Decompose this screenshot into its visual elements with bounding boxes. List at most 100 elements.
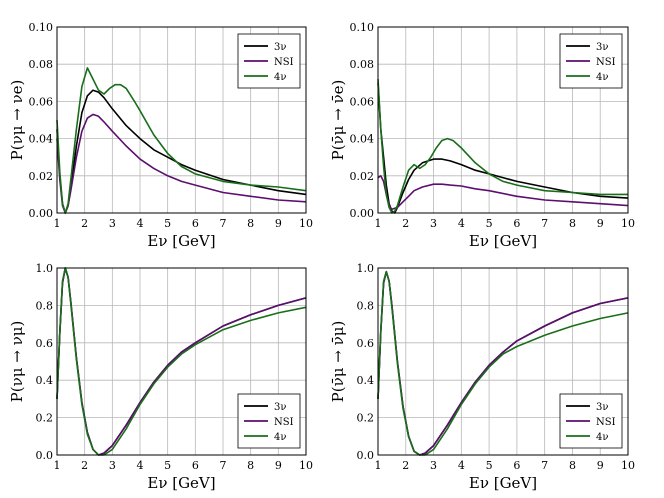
y-tick-label: 0.08 (350, 58, 375, 71)
x-tick-label: 7 (541, 459, 548, 472)
x-tick-label: 3 (430, 459, 437, 472)
y-tick-label: 1.0 (357, 262, 375, 275)
x-tick-label: 8 (569, 459, 576, 472)
legend-label-4nu: 4ν (274, 432, 286, 443)
x-tick-label: 1 (54, 459, 61, 472)
y-axis-label: P(νμ → νe) (8, 80, 26, 161)
x-tick-label: 4 (458, 459, 465, 472)
x-tick-label: 6 (513, 459, 520, 472)
series-line-3nu (377, 82, 629, 214)
x-tick-label: 7 (220, 459, 227, 472)
y-tick-label: 0.10 (29, 21, 54, 34)
x-tick-label: 10 (299, 459, 313, 472)
y-tick-label: 0.8 (357, 299, 375, 312)
x-tick-label: 1 (375, 459, 382, 472)
chart-panel-4: 1 2 3 4 5 6 7 8 9 10 0.0 0.2 0.4 0.6 0.8 1.0 Eν [GeV] P(ν… (329, 262, 635, 492)
x-tick-label: 5 (486, 459, 493, 472)
x-tick-label: 2 (402, 217, 409, 230)
x-tick-label: 4 (137, 217, 144, 230)
legend-label-4nu: 4ν (596, 72, 608, 83)
y-tick-label: 0.2 (357, 412, 375, 425)
legend: 3ν NSI 4ν (237, 393, 301, 449)
x-tick-label: 10 (621, 459, 635, 472)
y-tick-label: 0.02 (29, 170, 54, 183)
y-tick-label: 0.0 (36, 449, 54, 462)
y-tick-label: 0.6 (357, 337, 375, 350)
y-tick-label: 0.06 (29, 95, 54, 108)
axes-frame (377, 267, 629, 456)
y-tick-label: 0.6 (36, 337, 54, 350)
x-tick-label: 6 (513, 217, 520, 230)
series-line-3nu (56, 89, 307, 214)
x-tick-label: 1 (54, 217, 61, 230)
x-tick-label: 10 (621, 217, 635, 230)
x-tick-label: 6 (192, 459, 199, 472)
x-tick-label: 6 (192, 217, 199, 230)
y-tick-label: 0.2 (36, 412, 54, 425)
x-axis-label: Eν [GeV] (147, 232, 215, 250)
y-tick-label: 0.06 (350, 95, 375, 108)
y-tick-label: 0.4 (357, 374, 375, 387)
chart-panel-1: 1 2 3 4 5 6 7 8 9 10 0.00 0.02 0.04 0.06 0.08 0.10 Eν [G… (8, 21, 313, 250)
legend-label-3nu: 3ν (274, 402, 286, 413)
x-tick-label: 2 (81, 217, 88, 230)
x-tick-label: 7 (541, 217, 548, 230)
legend: 3ν NSI 4ν (237, 33, 301, 89)
x-axis-label: Eν [GeV] (469, 474, 537, 492)
x-tick-label: 9 (597, 217, 604, 230)
axes-frame (56, 267, 307, 456)
x-axis-label: Eν [GeV] (147, 474, 215, 492)
x-tick-label: 7 (220, 217, 227, 230)
y-tick-label: 0.0 (357, 449, 375, 462)
x-tick-label: 2 (81, 459, 88, 472)
legend-label-3nu: 3ν (596, 402, 608, 413)
x-tick-label: 8 (569, 217, 576, 230)
legend-label-4nu: 4ν (596, 432, 608, 443)
chart-panel-3: 1 2 3 4 5 6 7 8 9 10 0.0 0.2 0.4 0.6 0.8 1.0 Eν [GeV] P(ν… (8, 262, 313, 492)
x-tick-label: 9 (597, 459, 604, 472)
chart-panel-2: 1 2 3 4 5 6 7 8 9 10 0.00 0.02 0.04 0.06 0.08 0.10 Eν [G… (329, 21, 635, 250)
x-tick-label: 1 (375, 217, 382, 230)
y-tick-label: 0.00 (350, 207, 375, 220)
y-tick-label: 1.0 (36, 262, 54, 275)
legend-label-NSI: NSI (274, 417, 294, 428)
legend-label-NSI: NSI (274, 57, 294, 68)
series-line-4nu (56, 67, 307, 214)
legend-label-NSI: NSI (596, 57, 616, 68)
x-tick-label: 4 (137, 459, 144, 472)
y-tick-label: 0.8 (36, 299, 54, 312)
y-axis-label: P(ν̄μ → ν̄e) (329, 80, 347, 161)
x-tick-label: 5 (486, 217, 493, 230)
series-line-4nu (377, 79, 628, 214)
y-tick-label: 0.10 (350, 21, 375, 34)
legend-label-3nu: 3ν (274, 42, 286, 53)
x-axis-label: Eν [GeV] (469, 232, 537, 250)
x-tick-label: 4 (458, 217, 465, 230)
x-tick-label: 5 (164, 459, 171, 472)
legend-label-4nu: 4ν (274, 72, 286, 83)
x-tick-label: 3 (430, 217, 437, 230)
y-axis-label: P(νμ → νμ) (8, 321, 26, 403)
legend: 3ν NSI 4ν (559, 33, 623, 89)
x-tick-label: 2 (402, 459, 409, 472)
legend: 3ν NSI 4ν (559, 393, 623, 449)
x-tick-label: 9 (275, 217, 282, 230)
x-tick-label: 9 (275, 459, 282, 472)
y-tick-label: 0.4 (36, 374, 54, 387)
x-tick-label: 8 (247, 217, 254, 230)
y-tick-label: 0.08 (29, 58, 54, 71)
legend-label-3nu: 3ν (596, 42, 608, 53)
x-tick-label: 5 (164, 217, 171, 230)
y-tick-label: 0.04 (350, 133, 375, 146)
y-tick-label: 0.00 (29, 207, 54, 220)
x-tick-label: 3 (109, 217, 116, 230)
y-axis-label: P(ν̄μ → ν̄μ) (329, 321, 347, 403)
x-tick-label: 3 (109, 459, 116, 472)
x-tick-label: 10 (299, 217, 313, 230)
y-tick-label: 0.04 (29, 133, 54, 146)
y-tick-label: 0.02 (350, 170, 375, 183)
x-tick-label: 8 (247, 459, 254, 472)
axes-frame (56, 26, 307, 214)
legend-label-NSI: NSI (596, 417, 616, 428)
